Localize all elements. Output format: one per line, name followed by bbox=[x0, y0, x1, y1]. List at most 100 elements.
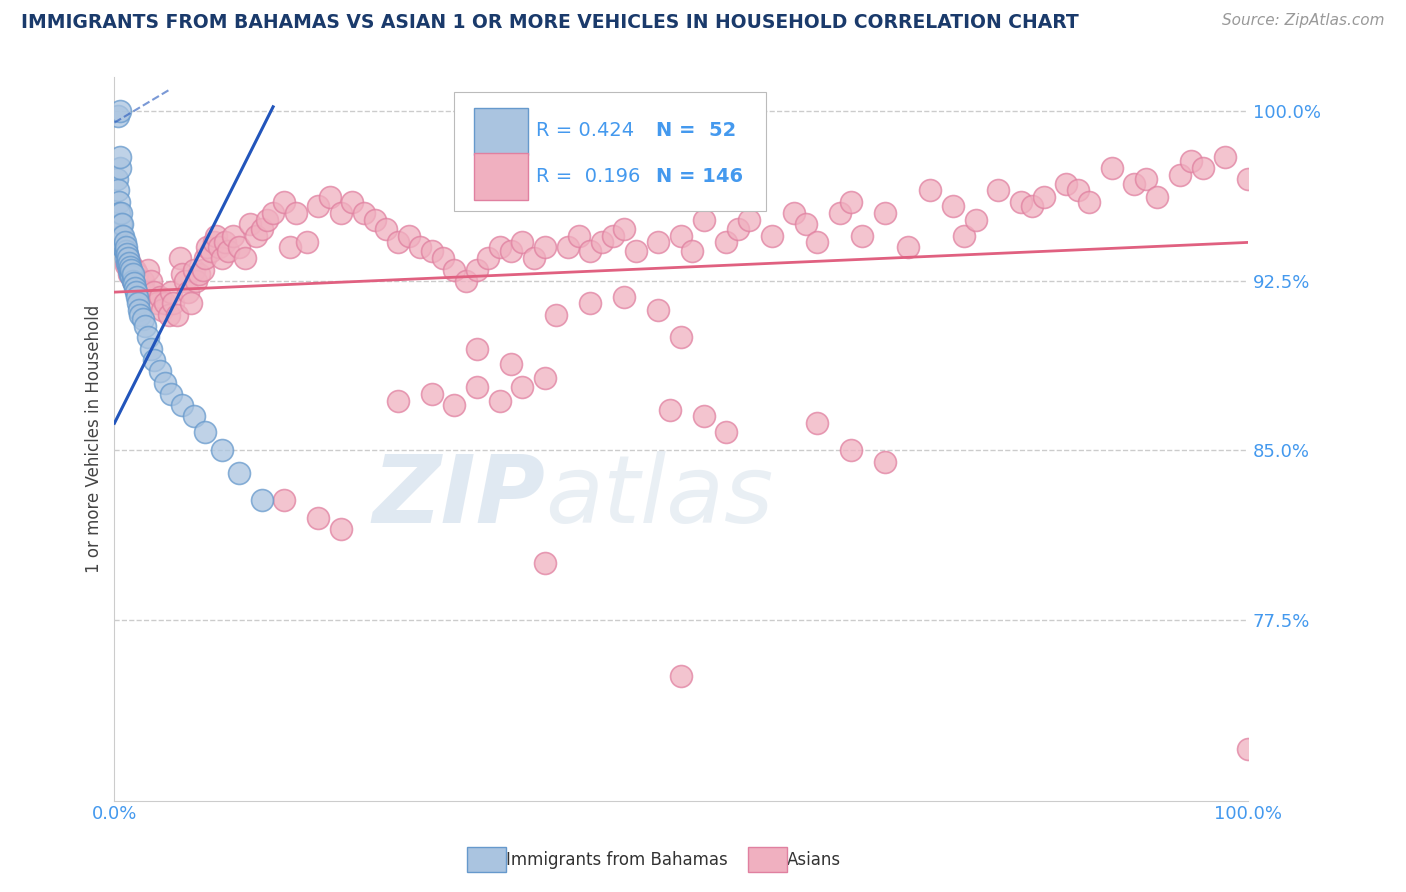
Point bbox=[211, 252, 233, 266]
Point bbox=[353, 206, 375, 220]
Point bbox=[172, 398, 194, 412]
Point bbox=[173, 274, 195, 288]
Text: N =  52: N = 52 bbox=[657, 121, 737, 140]
Point bbox=[682, 244, 704, 259]
Text: Asians: Asians bbox=[787, 851, 841, 869]
Point bbox=[114, 244, 136, 259]
Point bbox=[112, 240, 135, 254]
Point bbox=[118, 256, 141, 270]
Point bbox=[110, 206, 132, 220]
Point bbox=[1123, 177, 1146, 191]
Point bbox=[387, 393, 409, 408]
Point bbox=[195, 240, 218, 254]
Point bbox=[1135, 172, 1157, 186]
Point bbox=[180, 296, 202, 310]
Point bbox=[1237, 741, 1260, 756]
Point bbox=[1101, 161, 1123, 175]
Point bbox=[122, 276, 145, 290]
Point bbox=[117, 252, 139, 266]
Point bbox=[117, 252, 139, 266]
Y-axis label: 1 or more Vehicles in Household: 1 or more Vehicles in Household bbox=[86, 305, 103, 574]
Point bbox=[117, 258, 139, 272]
Point bbox=[139, 342, 162, 356]
Point bbox=[108, 104, 131, 119]
Point bbox=[501, 358, 523, 372]
Point bbox=[828, 206, 851, 220]
Point bbox=[132, 312, 155, 326]
Point bbox=[465, 342, 488, 356]
Point bbox=[1078, 194, 1101, 209]
Point bbox=[1056, 177, 1078, 191]
Point bbox=[125, 285, 148, 300]
Point bbox=[375, 222, 398, 236]
Point bbox=[897, 240, 920, 254]
Point bbox=[128, 280, 150, 294]
Point bbox=[624, 244, 647, 259]
Point bbox=[155, 296, 177, 310]
Point bbox=[534, 557, 557, 571]
Point bbox=[794, 217, 817, 231]
Point bbox=[121, 274, 143, 288]
Point bbox=[120, 258, 142, 272]
Point bbox=[602, 228, 624, 243]
Point bbox=[183, 262, 205, 277]
Point bbox=[149, 364, 172, 378]
Point bbox=[1180, 154, 1202, 169]
Point bbox=[183, 409, 205, 424]
Point bbox=[398, 228, 420, 243]
Point bbox=[477, 252, 499, 266]
Point bbox=[806, 416, 828, 430]
Point bbox=[284, 206, 307, 220]
Point bbox=[134, 319, 156, 334]
Point bbox=[278, 240, 301, 254]
Point bbox=[942, 199, 965, 213]
Point bbox=[761, 228, 783, 243]
Point bbox=[307, 511, 329, 525]
Point bbox=[150, 303, 173, 318]
Point bbox=[138, 330, 160, 344]
Point bbox=[125, 267, 148, 281]
Point bbox=[188, 267, 211, 281]
Point bbox=[228, 240, 250, 254]
Point bbox=[172, 267, 194, 281]
Point bbox=[107, 109, 129, 123]
Point bbox=[591, 235, 613, 250]
Point bbox=[330, 206, 353, 220]
Point bbox=[245, 228, 267, 243]
Point bbox=[110, 217, 132, 231]
Point bbox=[693, 212, 716, 227]
Point bbox=[806, 235, 828, 250]
Point bbox=[658, 402, 681, 417]
Point bbox=[160, 387, 183, 401]
Point bbox=[233, 252, 256, 266]
Point bbox=[579, 244, 602, 259]
Point bbox=[534, 240, 557, 254]
Point bbox=[184, 274, 207, 288]
Point bbox=[177, 285, 200, 300]
Point bbox=[114, 252, 136, 266]
Point bbox=[120, 262, 142, 277]
Point bbox=[783, 206, 806, 220]
Point bbox=[579, 296, 602, 310]
Point bbox=[432, 252, 454, 266]
Point bbox=[1021, 199, 1043, 213]
Point bbox=[613, 222, 636, 236]
Text: ZIP: ZIP bbox=[373, 450, 546, 543]
Point bbox=[501, 244, 523, 259]
Text: Source: ZipAtlas.com: Source: ZipAtlas.com bbox=[1222, 13, 1385, 29]
Point bbox=[129, 308, 152, 322]
Point bbox=[127, 296, 149, 310]
Point bbox=[108, 228, 131, 243]
Point bbox=[143, 285, 166, 300]
Point bbox=[208, 240, 231, 254]
Point bbox=[839, 194, 862, 209]
Point bbox=[160, 285, 183, 300]
Point bbox=[194, 425, 217, 440]
Point bbox=[112, 240, 135, 254]
Point bbox=[114, 240, 136, 254]
Point bbox=[205, 228, 228, 243]
Point bbox=[121, 267, 143, 281]
Point bbox=[108, 206, 131, 220]
Point bbox=[166, 308, 188, 322]
Point bbox=[121, 274, 143, 288]
